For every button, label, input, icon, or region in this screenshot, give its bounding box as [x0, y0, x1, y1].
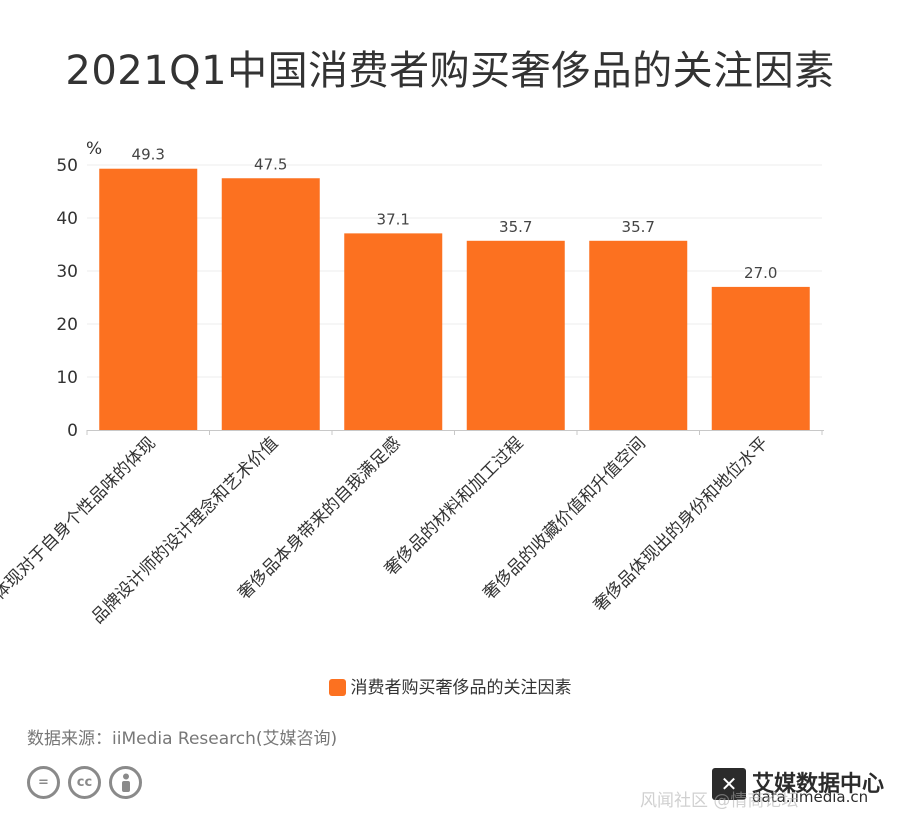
bar	[466, 240, 565, 430]
legend[interactable]: 消费者购买奢侈品的关注因素	[0, 673, 900, 698]
y-tick-label: 30	[56, 262, 78, 282]
data-label: 37.1	[377, 210, 410, 228]
license-icons: = cc	[27, 766, 142, 799]
bar	[221, 178, 320, 430]
source-note: 数据来源：iiMedia Research(艾媒咨询)	[27, 729, 338, 749]
bar	[589, 240, 688, 430]
x-tick-label: 奢侈品能够体现对于自身个性品味的体现	[0, 433, 160, 650]
y-axis-unit: %	[86, 139, 102, 159]
data-label: 49.3	[132, 146, 165, 164]
equal-icon: =	[27, 766, 60, 799]
legend-label: 消费者购买奢侈品的关注因素	[350, 678, 572, 698]
person-icon	[109, 766, 142, 799]
y-tick-label: 40	[56, 209, 78, 229]
bar	[99, 168, 198, 430]
data-label: 47.5	[254, 155, 287, 173]
watermark: 风闻社区 @情商论坛	[640, 791, 799, 811]
bar	[711, 286, 810, 430]
brand-name: 艾媒数据中心	[752, 772, 885, 797]
x-tick-label: 奢侈品的材料和加工过程	[381, 433, 527, 579]
brand-logo: ✕ 艾媒数据中心 data.iimedia.cn	[712, 766, 885, 806]
data-label: 35.7	[622, 218, 655, 236]
y-tick-label: 0	[67, 421, 78, 441]
chart-title: 2021Q1中国消费者购买奢侈品的关注因素	[65, 48, 835, 94]
bar	[344, 233, 443, 430]
y-tick-label: 50	[56, 156, 78, 176]
brand-url: data.iimedia.cn	[752, 788, 869, 806]
y-tick-label: 20	[56, 315, 78, 335]
data-label: 27.0	[744, 264, 777, 282]
data-label: 35.7	[499, 218, 532, 236]
y-tick-label: 10	[56, 368, 78, 388]
cc-icon: cc	[68, 766, 101, 799]
brand-mark-icon: ✕	[712, 768, 746, 800]
legend-swatch	[328, 679, 346, 696]
